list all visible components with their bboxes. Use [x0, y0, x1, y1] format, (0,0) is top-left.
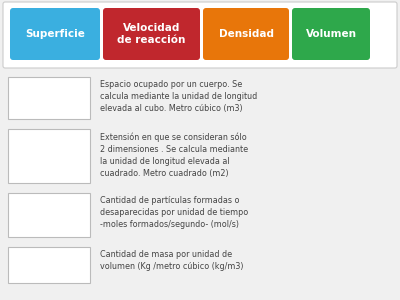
Text: Volumen: Volumen [306, 29, 356, 39]
FancyBboxPatch shape [103, 8, 200, 60]
Text: Superficie: Superficie [25, 29, 85, 39]
FancyBboxPatch shape [10, 8, 100, 60]
Text: Cantidad de partículas formadas o
desaparecidas por unidad de tiempo
-moles form: Cantidad de partículas formadas o desapa… [100, 196, 248, 229]
FancyBboxPatch shape [8, 129, 90, 183]
FancyBboxPatch shape [203, 8, 289, 60]
Text: Extensión en que se consideran sólo
2 dimensiones . Se calcula mediante
la unida: Extensión en que se consideran sólo 2 di… [100, 132, 248, 178]
FancyBboxPatch shape [3, 2, 397, 68]
Text: Cantidad de masa por unidad de
volumen (Kg /metro cúbico (kg/m3): Cantidad de masa por unidad de volumen (… [100, 250, 244, 271]
Text: Densidad: Densidad [218, 29, 274, 39]
FancyBboxPatch shape [8, 77, 90, 119]
FancyBboxPatch shape [8, 247, 90, 283]
Text: Velocidad
de reacción: Velocidad de reacción [117, 23, 186, 45]
FancyBboxPatch shape [8, 193, 90, 237]
Text: Espacio ocupado por un cuerpo. Se
calcula mediante la unidad de longitud
elevada: Espacio ocupado por un cuerpo. Se calcul… [100, 80, 257, 113]
FancyBboxPatch shape [292, 8, 370, 60]
